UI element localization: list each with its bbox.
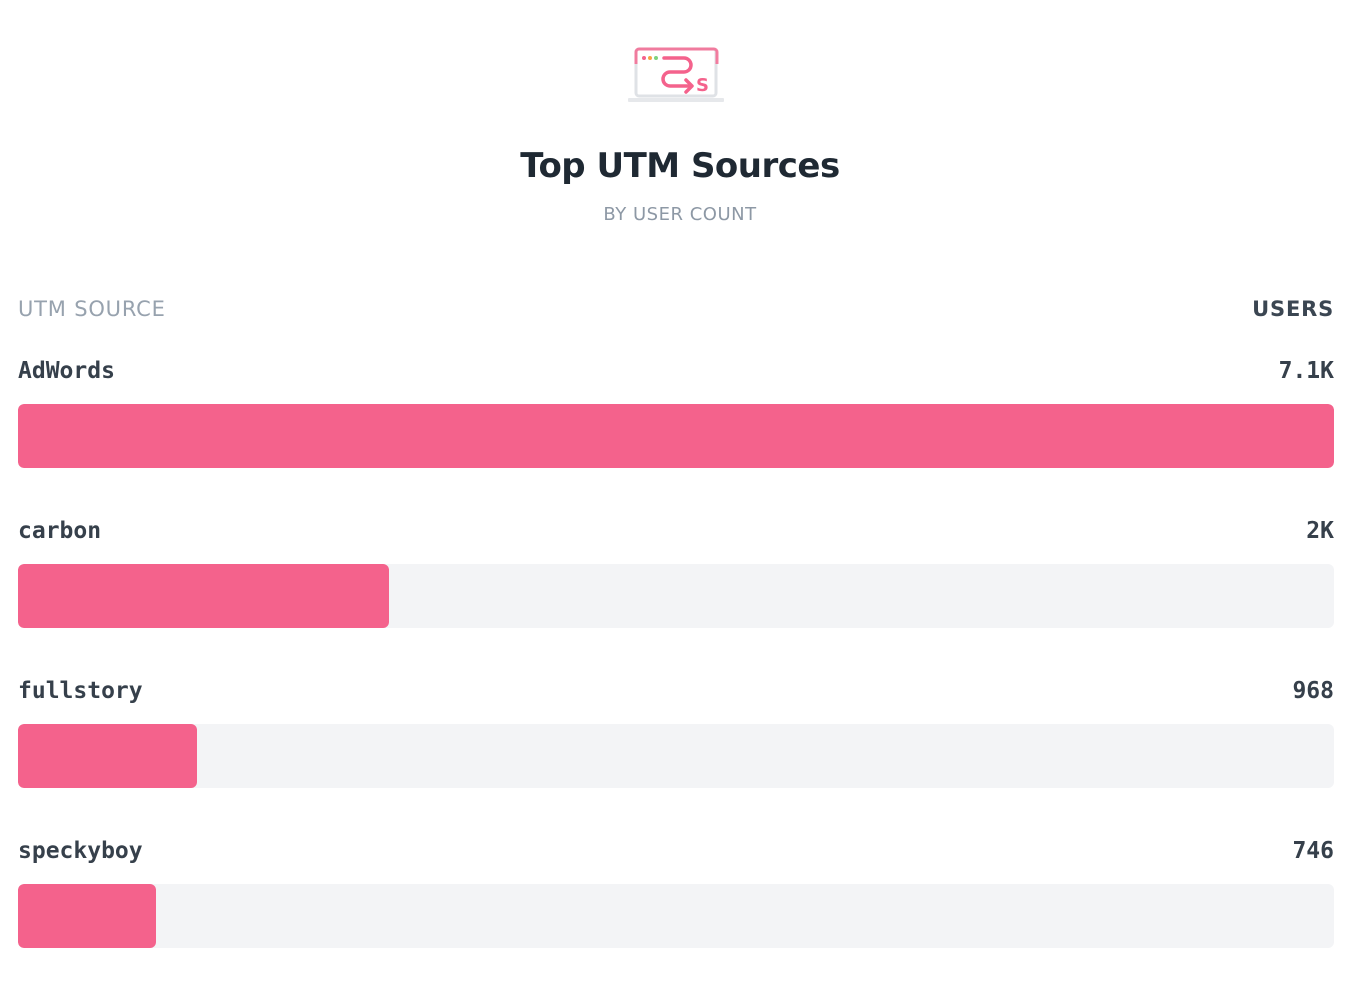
user-count: 968: [1292, 678, 1334, 704]
bar-track: [18, 564, 1334, 628]
source-label: carbon: [18, 518, 102, 544]
column-header-users: USERS: [1252, 297, 1334, 321]
list-item: carbon 2K: [18, 516, 1334, 676]
bar-fill: [18, 884, 157, 948]
bar-fill: [18, 724, 198, 788]
user-count: 7.1K: [1278, 358, 1334, 384]
list-item: AdWords 7.1K: [18, 356, 1334, 516]
column-header-utm-source: UTM SOURCE: [18, 297, 166, 321]
bar-track: [18, 404, 1334, 468]
list-item: fullstory 968: [18, 676, 1334, 836]
source-label: AdWords: [18, 358, 115, 384]
bar-fill: [18, 404, 1334, 468]
page-title: Top UTM Sources: [520, 146, 840, 186]
page-subtitle: BY USER COUNT: [603, 204, 757, 225]
bar-track: [18, 884, 1334, 948]
list-item: speckyboy 746: [18, 836, 1334, 996]
bar-fill: [18, 564, 389, 628]
user-count: 746: [1292, 838, 1334, 864]
source-label: fullstory: [18, 678, 143, 704]
source-label: speckyboy: [18, 838, 143, 864]
user-count: 2K: [1306, 518, 1334, 544]
bar-track: [18, 724, 1334, 788]
utm-source-list: AdWords 7.1K carbon 2K fullstory 968 spe…: [18, 356, 1334, 996]
browser-swap-icon: S: [628, 47, 724, 102]
svg-text:S: S: [696, 75, 709, 96]
